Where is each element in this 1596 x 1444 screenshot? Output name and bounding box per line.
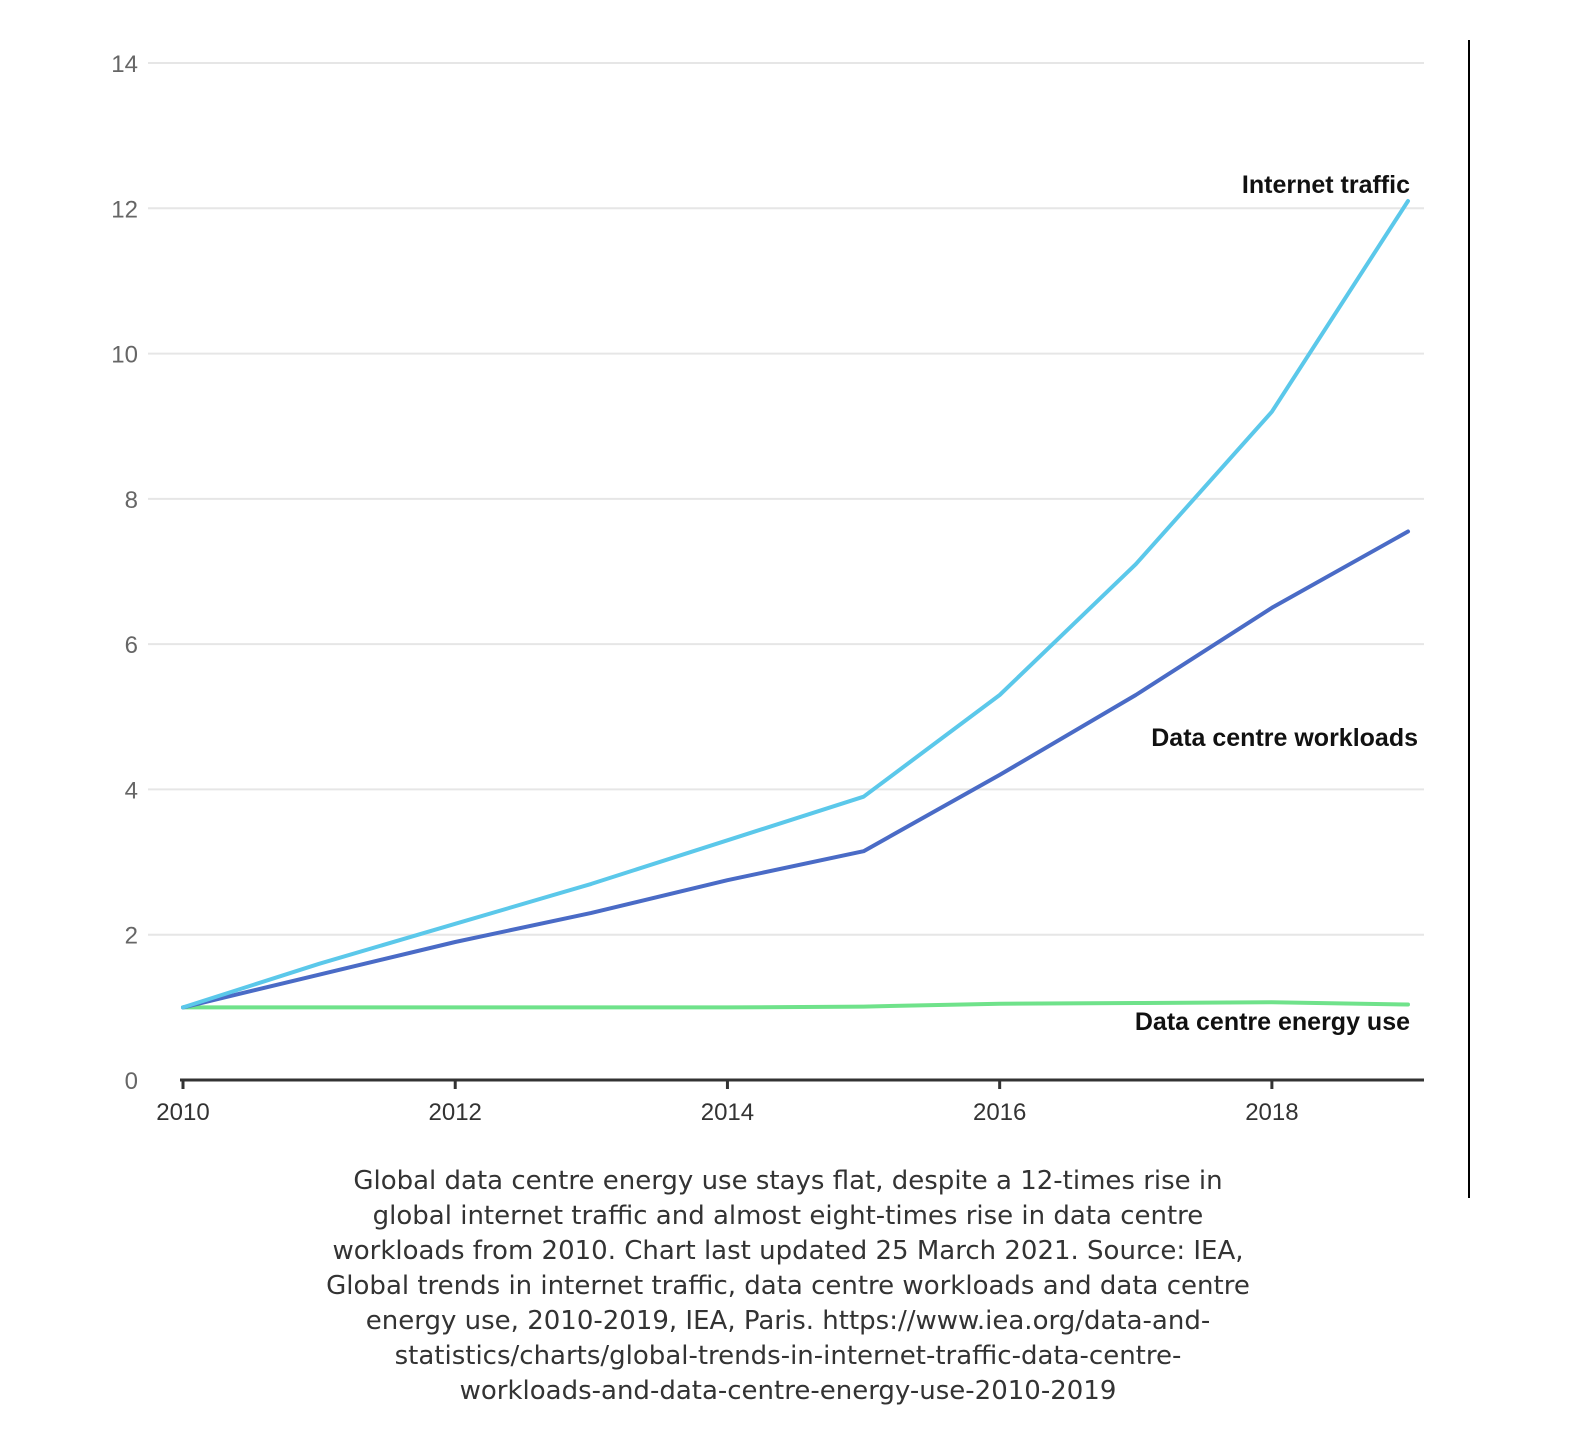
series-line-data-centre-energy-use xyxy=(181,1000,1410,1010)
series-line-internet-traffic xyxy=(181,199,1410,1010)
y-tick-label: 6 xyxy=(125,632,138,659)
caption-line: workloads-and-data-centre-energy-use-201… xyxy=(459,1376,1117,1406)
series-lines xyxy=(181,199,1410,1010)
y-tick-label: 12 xyxy=(111,196,138,223)
caption-line: workloads from 2010. Chart last updated … xyxy=(332,1236,1244,1266)
caption-line: statistics/charts/global-trends-in-inter… xyxy=(394,1341,1182,1371)
y-tick-label: 14 xyxy=(111,51,138,78)
x-axis: 2010 2012 2014 2016 2018 xyxy=(156,1078,1424,1126)
chart-caption: Global data centre energy use stays flat… xyxy=(300,1164,1276,1409)
series-label: Data centre workloads xyxy=(1151,724,1418,752)
caption-line: Global data centre energy use stays flat… xyxy=(353,1166,1223,1196)
x-tick-label: 2016 xyxy=(973,1099,1026,1126)
y-tick-label: 4 xyxy=(125,777,138,804)
y-axis-ticks: 0 2 4 6 8 10 12 14 xyxy=(111,51,138,1095)
series-label: Data centre energy use xyxy=(1135,1008,1410,1036)
y-tick-label: 8 xyxy=(125,487,138,514)
caption-line: Global trends in internet traffic, data … xyxy=(326,1271,1250,1301)
x-tick-label: 2010 xyxy=(156,1099,209,1126)
x-tick-label: 2018 xyxy=(1245,1099,1298,1126)
x-tick-label: 2012 xyxy=(429,1099,482,1126)
right-divider-rule xyxy=(1468,40,1470,1198)
series-labels: Internet traffic Data centre workloads Dat… xyxy=(1135,171,1418,1036)
caption-line: energy use, 2010-2019, IEA, Paris. https… xyxy=(365,1306,1211,1336)
gridlines xyxy=(148,62,1424,936)
y-tick-label: 10 xyxy=(111,342,138,369)
caption-line: global internet traffic and almost eight… xyxy=(372,1201,1204,1231)
x-tick-label: 2014 xyxy=(701,1099,754,1126)
y-tick-label: 0 xyxy=(125,1068,138,1095)
y-tick-label: 2 xyxy=(125,923,138,950)
series-label: Internet traffic xyxy=(1242,171,1410,199)
series-line-data-centre-workloads xyxy=(181,529,1410,1010)
